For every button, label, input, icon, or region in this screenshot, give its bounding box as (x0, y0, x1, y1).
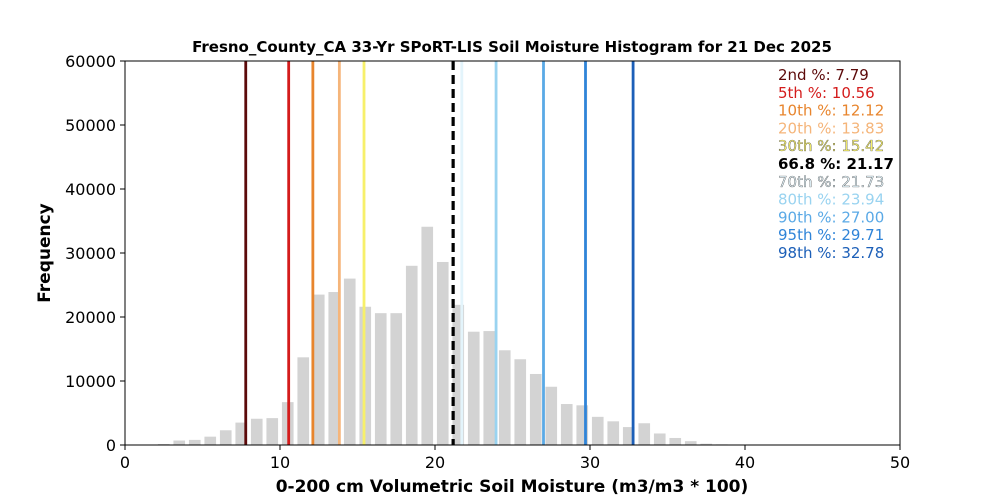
histogram-bar-30 (622, 427, 635, 445)
legend-entry-0: 2nd %: 7.79 (778, 66, 869, 84)
y-tick-label-0: 0 (106, 436, 116, 455)
histogram-bar-3 (204, 436, 217, 445)
histogram-bar-6 (250, 418, 263, 445)
x-tick-label-1: 10 (270, 453, 290, 472)
y-tick-label-4: 40000 (65, 180, 116, 199)
histogram-bar-11 (328, 292, 341, 445)
histogram-bar-16 (405, 265, 418, 445)
legend-entry-10: 98th %: 32.78 (778, 244, 884, 262)
histogram-bar-34 (684, 441, 697, 445)
histogram-bar-35 (700, 443, 713, 445)
legend-entry-7: 80th %: 23.94 (778, 191, 884, 209)
legend-entry-4: 30th %: 15.42 (778, 137, 884, 155)
y-axis-ticks: 0 10000 20000 30000 40000 50000 60000 (65, 52, 125, 455)
histogram-bar-14 (374, 313, 387, 445)
x-axis-label: 0-200 cm Volumetric Soil Moisture (m3/m3… (276, 477, 749, 497)
histogram-bar-5 (235, 422, 248, 445)
percentile-lines-group (244, 61, 635, 445)
histogram-bar-24 (529, 373, 542, 445)
histogram-bar-4 (219, 430, 232, 445)
x-axis-ticks: 0 10 20 30 40 50 (120, 445, 910, 472)
legend-entry-3: 20th %: 13.83 (778, 119, 884, 137)
histogram-bar-9 (297, 357, 310, 445)
legend-entry-2: 10th %: 12.12 (778, 102, 884, 120)
legend-entry-1: 5th %: 10.56 (778, 84, 875, 102)
x-tick-label-4: 40 (735, 453, 755, 472)
y-tick-label-5: 50000 (65, 116, 116, 135)
y-axis-label: Frequency (35, 203, 55, 303)
legend-entry-9: 95th %: 29.71 (778, 226, 884, 244)
y-tick-label-6: 60000 (65, 52, 116, 71)
legend-entry-5: 66.8 %: 21.17 (778, 155, 894, 173)
histogram-bar-28 (591, 416, 604, 445)
histogram-bar-26 (560, 404, 573, 445)
histogram-bar-29 (607, 421, 620, 445)
histogram-bar-2 (188, 439, 201, 445)
histogram-bar-25 (545, 386, 558, 445)
histogram-bar-18 (436, 261, 449, 445)
histogram-bar-7 (266, 418, 279, 445)
x-tick-label-2: 20 (425, 453, 445, 472)
histogram-bar-32 (653, 433, 666, 445)
histogram-bar-21 (483, 331, 496, 445)
histogram-bar-33 (669, 437, 682, 445)
histogram-bar-15 (390, 313, 403, 445)
y-tick-label-3: 30000 (65, 244, 116, 263)
histogram-bar-17 (421, 226, 434, 445)
histogram-bar-20 (467, 331, 480, 445)
x-tick-label-5: 50 (890, 453, 910, 472)
histogram-bar-1 (173, 440, 186, 445)
histogram-bar-22 (498, 350, 511, 445)
legend-entry-6: 70th %: 21.73 (778, 173, 884, 191)
histogram-bar-31 (638, 423, 651, 445)
x-tick-label-3: 30 (580, 453, 600, 472)
y-tick-label-1: 10000 (65, 372, 116, 391)
histogram-bar-23 (514, 359, 527, 445)
histogram-bar-10 (312, 294, 325, 445)
y-tick-label-2: 20000 (65, 308, 116, 327)
histogram-bar-19 (452, 304, 465, 445)
legend-entry-8: 90th %: 27.00 (778, 208, 884, 226)
histogram-bar-12 (343, 278, 356, 445)
chart-title: Fresno_County_CA 33-Yr SPoRT-LIS Soil Mo… (192, 38, 832, 56)
histogram-bar-27 (576, 405, 589, 445)
x-tick-label-0: 0 (120, 453, 130, 472)
